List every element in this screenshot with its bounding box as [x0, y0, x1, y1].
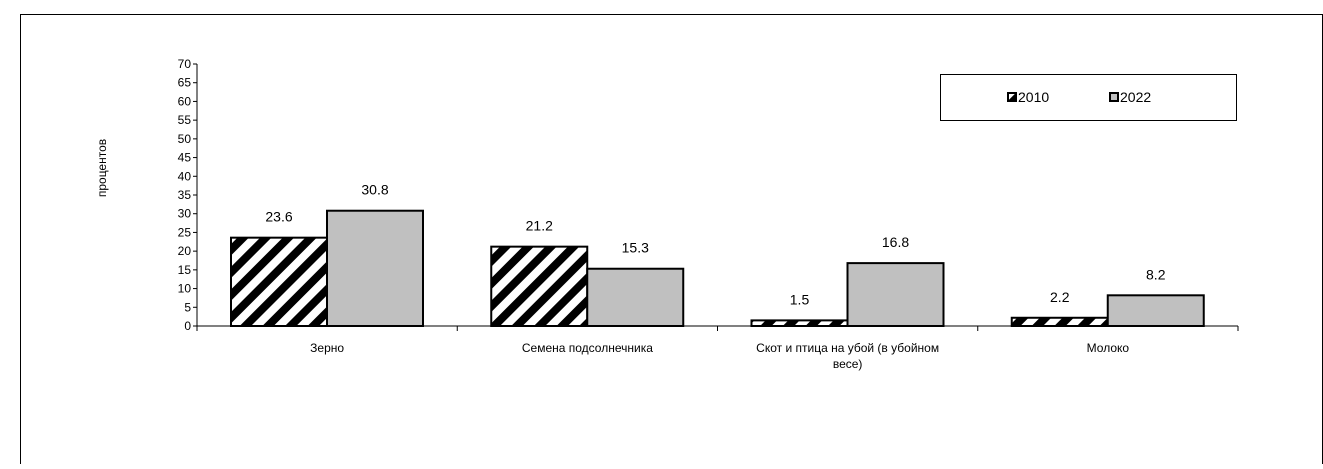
y-tick-label: 15	[178, 263, 192, 277]
bar-2022-0	[326, 209, 424, 327]
bar-2010-2	[750, 319, 849, 327]
data-label-2010-2: 1.5	[790, 291, 810, 307]
plot-area: 0 5 10 15 20 25 30 35 40 45 50 55 60 65 70 процентов 23.…	[95, 57, 1239, 371]
y-tick-label: 45	[178, 151, 192, 165]
y-tick-label: 10	[178, 282, 192, 296]
data-label-2022-3: 8.2	[1146, 266, 1166, 282]
y-tick-label: 55	[178, 113, 192, 127]
y-tick-label: 70	[178, 57, 192, 71]
legend-label-2022: 2022	[1120, 89, 1151, 105]
data-label-2022-2: 16.8	[882, 234, 909, 250]
category-label: Молоко	[1087, 341, 1130, 355]
y-tick-label: 40	[178, 169, 192, 183]
legend-swatch-2022	[1109, 92, 1119, 102]
y-tick-label: 0	[184, 319, 191, 333]
y-tick-label: 60	[178, 94, 192, 108]
category-label: весе)	[833, 357, 863, 371]
y-tick-label: 25	[178, 225, 192, 239]
data-label-2010-1: 21.2	[526, 218, 553, 234]
y-tick-label: 20	[178, 244, 192, 258]
data-label-2022-0: 30.8	[361, 182, 388, 198]
bar-2022-3	[1106, 294, 1205, 327]
y-tick-label: 5	[184, 300, 191, 314]
category-label: Семена подсолнечника	[522, 341, 653, 355]
y-tick-label: 65	[178, 76, 192, 90]
category-label: Зерно	[310, 341, 344, 355]
legend-box	[940, 74, 1237, 121]
y-tick-label: 35	[178, 188, 192, 202]
legend-label-2010: 2010	[1018, 89, 1049, 105]
bar-2022-1	[586, 267, 685, 327]
data-label-2010-3: 2.2	[1050, 289, 1070, 305]
bar-2010-1	[490, 245, 589, 327]
bar-2010-3	[1010, 316, 1109, 328]
category-label: Скот и птица на убой (в убойном	[756, 341, 939, 355]
y-tick-label: 50	[178, 132, 192, 146]
data-label-2010-0: 23.6	[265, 209, 292, 225]
data-label-2022-1: 15.3	[622, 240, 649, 256]
y-axis-label: процентов	[95, 139, 109, 197]
bar-2010-0	[230, 236, 328, 327]
legend-swatch-2010	[1007, 92, 1017, 102]
bar-2022-2	[846, 262, 945, 327]
y-tick-label: 30	[178, 207, 192, 221]
